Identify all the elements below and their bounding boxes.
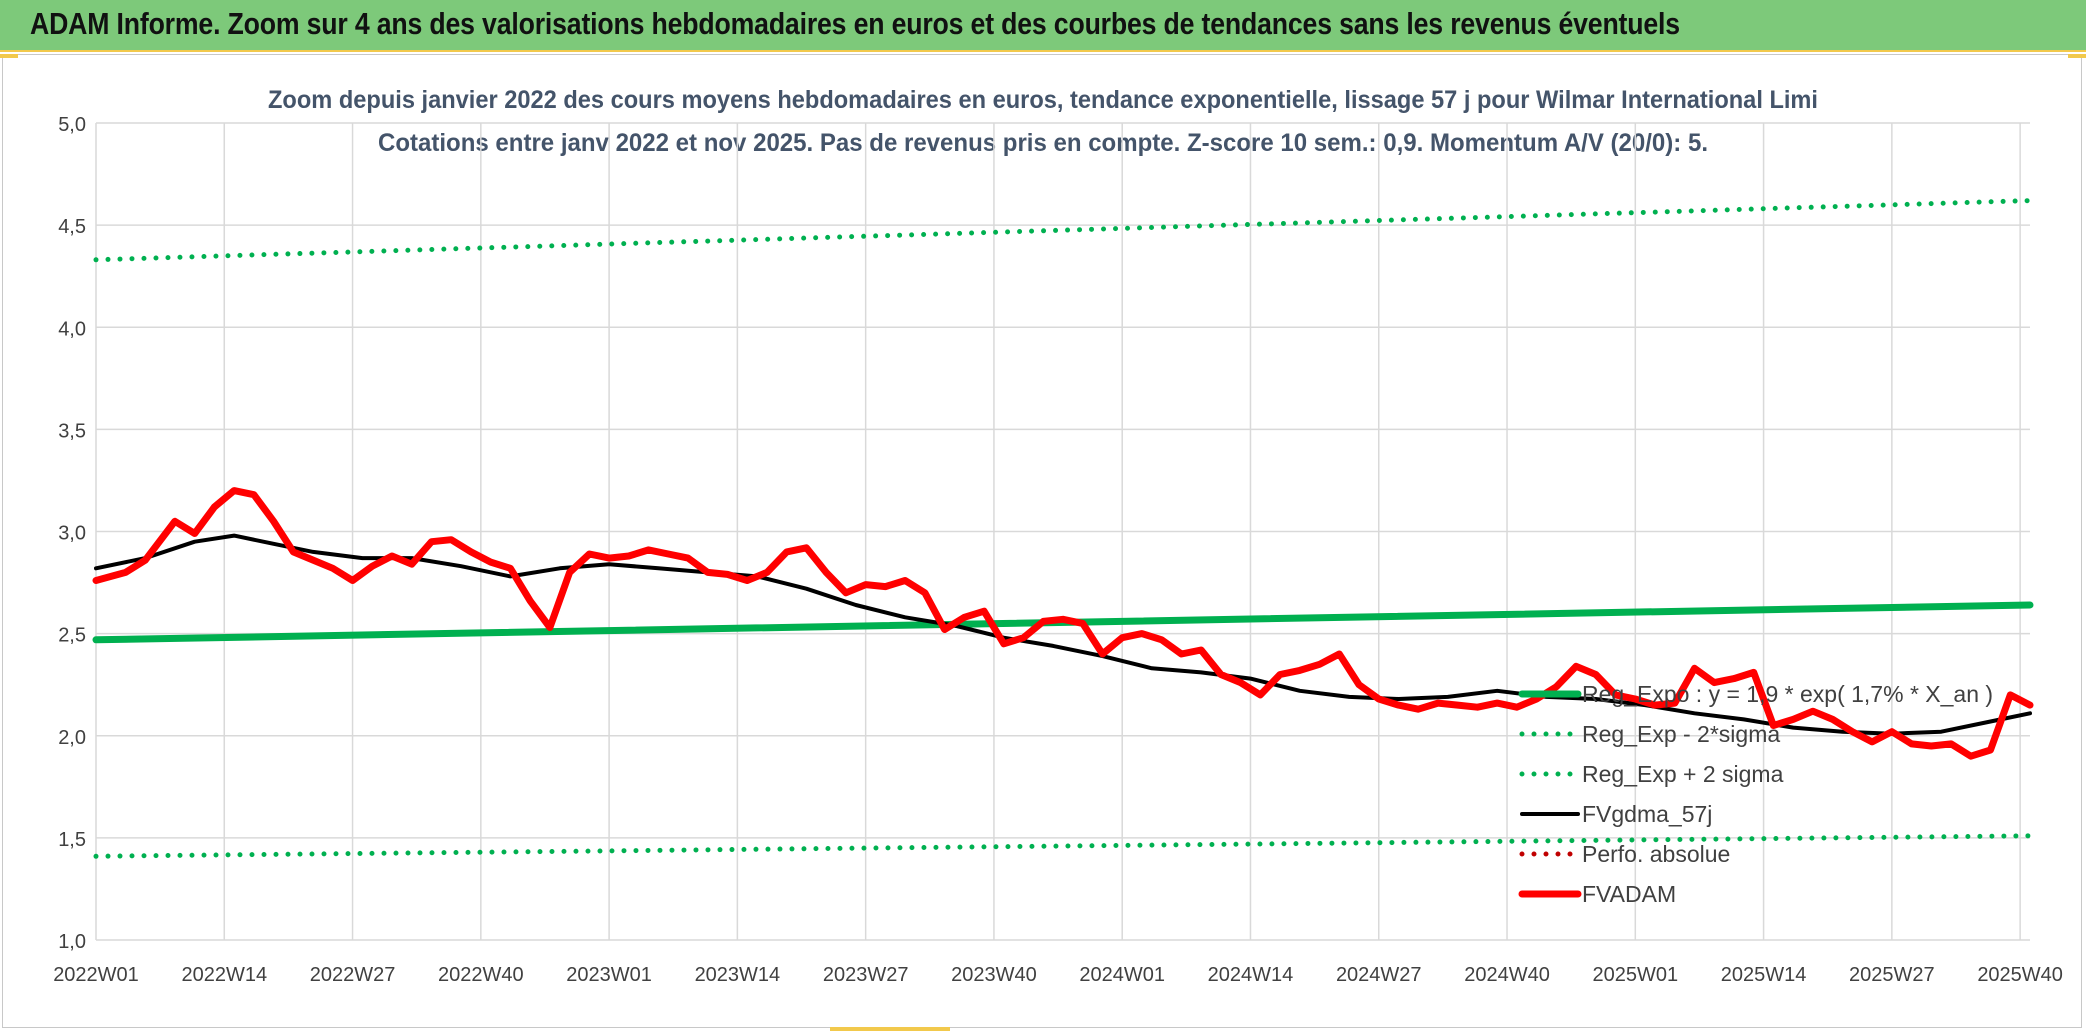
y-tick-label: 2,0	[58, 727, 86, 749]
x-tick-label: 2024W40	[1464, 964, 1550, 986]
x-tick-label: 2023W01	[566, 964, 652, 986]
x-tick-label: 2023W40	[951, 964, 1037, 986]
series-line-reg-exp-2-sigma	[93, 833, 2033, 859]
legend-label: Reg_Exp - 2*sigma	[1582, 721, 1780, 747]
header-banner: ADAM Informe. Zoom sur 4 ans des valoris…	[0, 0, 2086, 52]
x-tick-label: 2025W40	[1977, 964, 2063, 986]
x-tick-label: 2025W27	[1849, 964, 1935, 986]
legend: Reg_Expo : y = 1,9 * exp( 1,7% * X_an ) R…	[1518, 681, 1993, 907]
y-tick-label: 3,0	[58, 523, 86, 545]
y-tick-label: 4,0	[58, 318, 86, 340]
legend-label: FVADAM	[1582, 881, 1676, 907]
legend-label: Reg_Exp + 2 sigma	[1582, 761, 1784, 787]
x-tick-label: 2024W27	[1336, 964, 1422, 986]
grid	[95, 122, 2030, 941]
frame-corner-accent-right	[2068, 54, 2086, 58]
x-tick-label: 2022W27	[310, 964, 396, 986]
page-title: ADAM Informe. Zoom sur 4 ans des valoris…	[30, 6, 1680, 41]
series-line-fvadam	[92, 487, 2034, 760]
y-tick-label: 1,5	[58, 829, 86, 851]
y-tick-label: 5,0	[58, 114, 86, 136]
chart-title-line1: Zoom depuis janvier 2022 des cours moyen…	[268, 86, 1818, 114]
series-line-reg-exp-2-sigma	[93, 198, 2033, 263]
frame-corner-accent-left	[0, 54, 18, 58]
legend-label: FVgdma_57j	[1582, 801, 1712, 827]
x-tick-label: 2023W27	[823, 964, 909, 986]
x-tick-label: 2025W01	[1592, 964, 1678, 986]
x-tick-label: 2022W14	[181, 964, 267, 986]
x-tick-label: 2024W01	[1079, 964, 1165, 986]
y-axis-ticks: 1,0 1,5 2,0 2,5 3,0 3,5 4,0 4,5 5,0	[58, 114, 86, 953]
x-tick-label: 2025W14	[1721, 964, 1807, 986]
y-tick-label: 4,5	[58, 216, 86, 238]
x-tick-label: 2022W01	[53, 964, 139, 986]
x-axis-ticks: 2022W01 2022W14 2022W27 2022W40 2023W01 2023W…	[53, 964, 2063, 986]
legend-label: Perfo. absolue	[1582, 841, 1730, 867]
x-tick-label: 2022W40	[438, 964, 524, 986]
y-tick-label: 3,5	[58, 420, 86, 442]
legend-label: Reg_Expo : y = 1,9 * exp( 1,7% * X_an )	[1582, 681, 1993, 707]
x-tick-label: 2023W14	[695, 964, 781, 986]
y-tick-label: 2,5	[58, 625, 86, 647]
frame-bottom-accent	[830, 1027, 950, 1031]
y-tick-label: 1,0	[58, 931, 86, 953]
x-tick-label: 2024W14	[1208, 964, 1294, 986]
chart-frame	[2, 54, 2082, 1028]
chart-title-line2: Cotations entre janv 2022 et nov 2025. P…	[378, 129, 1708, 157]
series-lines	[92, 198, 2034, 859]
